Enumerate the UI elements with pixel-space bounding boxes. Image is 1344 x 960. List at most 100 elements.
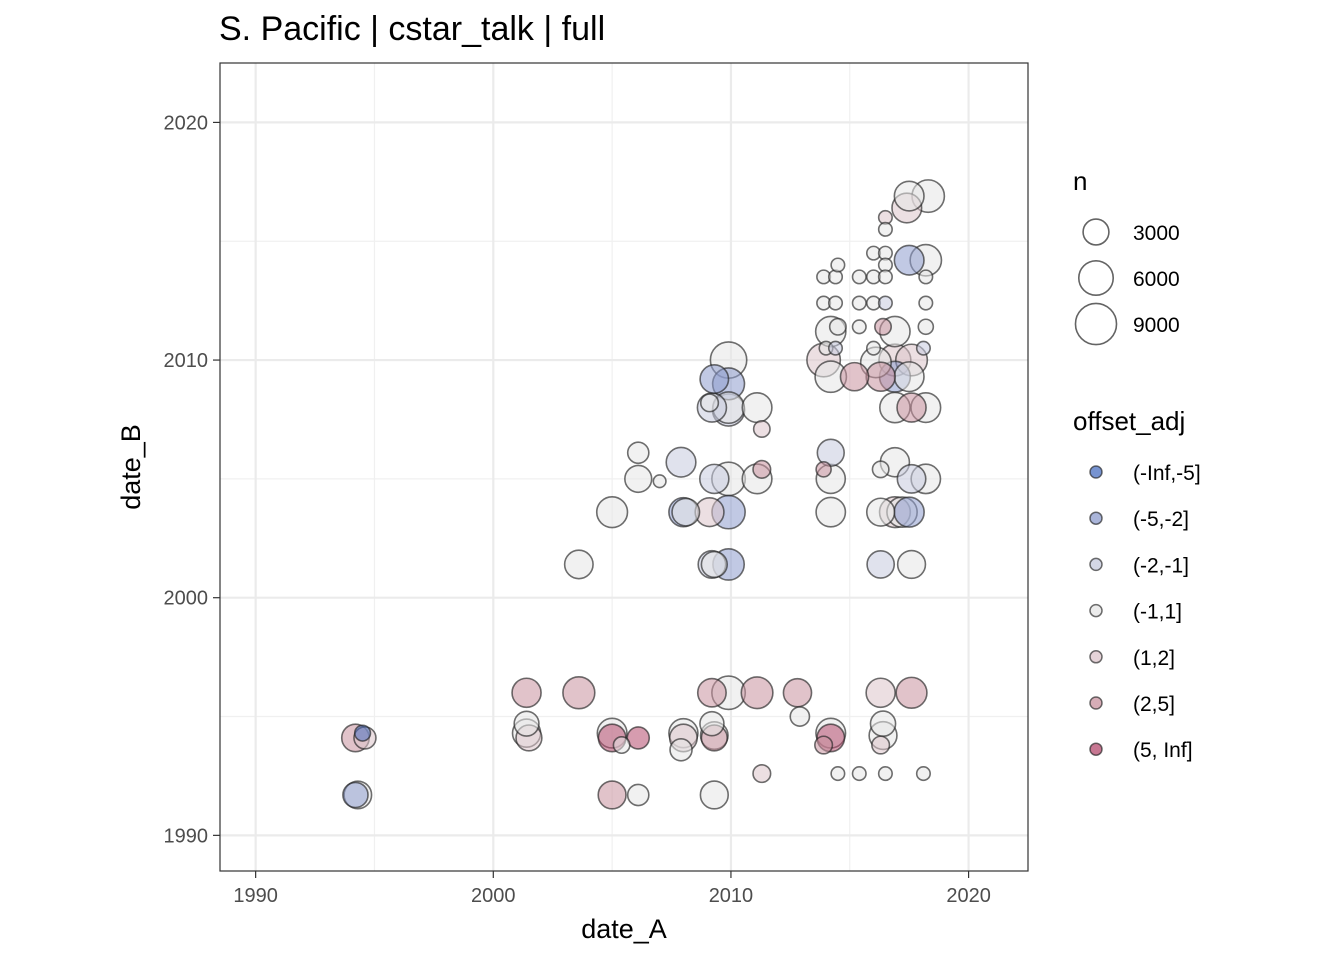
data-point — [877, 269, 893, 285]
data-point — [815, 461, 832, 478]
x-axis: 1990 2000 2010 2020 — [233, 871, 991, 907]
data-point — [789, 706, 811, 727]
data-point — [652, 474, 667, 489]
data-point — [917, 318, 935, 336]
data-point — [511, 677, 542, 709]
data-point — [896, 392, 927, 423]
color-legend-label: (-1,1] — [1133, 601, 1182, 624]
data-point — [815, 496, 847, 528]
data-point — [752, 763, 772, 784]
data-point — [896, 463, 927, 494]
data-point — [874, 317, 893, 336]
color-legend-label: (-2,-1] — [1133, 554, 1189, 577]
color-legend-key — [1089, 465, 1103, 479]
data-point — [895, 676, 928, 709]
data-point — [752, 459, 772, 479]
data-point — [915, 340, 931, 356]
data-point — [893, 244, 925, 276]
color-legend-label: (5, Inf] — [1133, 739, 1193, 762]
data-point — [877, 221, 893, 237]
size-legend: n 3000 6000 9000 — [1073, 166, 1180, 346]
data-point — [740, 676, 774, 710]
data-point — [513, 710, 540, 737]
x-axis-title: date_A — [581, 914, 667, 944]
data-point — [669, 738, 693, 762]
data-point — [851, 295, 867, 311]
data-point — [563, 549, 594, 580]
data-point — [896, 549, 927, 580]
data-point — [699, 393, 720, 413]
data-point — [877, 766, 893, 782]
color-legend-key — [1089, 511, 1103, 525]
data-point — [699, 710, 725, 737]
color-legend-title: offset_adj — [1073, 406, 1185, 436]
data-point — [699, 364, 730, 395]
color-legend-key — [1089, 650, 1103, 664]
data-point — [866, 550, 896, 579]
data-point — [851, 319, 867, 335]
data-point — [865, 340, 882, 356]
data-point — [782, 677, 813, 708]
y-tick-label: 2010 — [164, 350, 209, 372]
size-legend-key — [1074, 302, 1118, 346]
color-legend-label: (2,5] — [1133, 693, 1175, 716]
grid — [220, 63, 1028, 871]
size-legend-label: 3000 — [1133, 222, 1180, 245]
data-point — [918, 295, 934, 311]
data-point — [830, 257, 846, 273]
x-tick-label: 2010 — [709, 885, 754, 907]
x-tick-label: 1990 — [233, 885, 278, 907]
data-point — [562, 676, 596, 710]
data-point — [342, 781, 369, 809]
data-point — [828, 317, 847, 336]
chart-title: S. Pacific | cstar_talk | full — [219, 10, 605, 48]
color-legend-label: (1,2] — [1133, 647, 1175, 670]
y-tick-label: 2000 — [164, 588, 209, 610]
data-point — [865, 361, 896, 393]
data-point — [595, 495, 629, 529]
data-point — [665, 446, 697, 478]
data-point — [827, 295, 844, 311]
data-point — [871, 735, 891, 755]
data-point — [671, 497, 701, 527]
size-legend-key — [1077, 259, 1115, 297]
data-point — [851, 766, 867, 782]
data-point — [893, 496, 925, 528]
data-point — [626, 441, 650, 465]
y-tick-label: 1990 — [164, 825, 209, 847]
data-point — [871, 460, 890, 479]
data-point — [830, 766, 846, 782]
data-points — [340, 179, 946, 810]
color-legend-key — [1089, 742, 1103, 756]
data-point — [851, 269, 867, 285]
x-tick-label: 2020 — [946, 885, 991, 907]
data-point — [918, 269, 934, 285]
data-point — [699, 780, 730, 810]
data-point — [865, 677, 896, 709]
data-point — [696, 677, 727, 708]
y-axis-title: date_B — [116, 424, 146, 510]
data-point — [698, 463, 730, 495]
size-legend-label: 6000 — [1133, 268, 1180, 291]
y-axis: 1990 2000 2010 2020 — [164, 112, 220, 847]
data-point — [865, 497, 896, 527]
data-point — [626, 783, 650, 807]
data-point — [869, 710, 897, 738]
size-legend-key — [1082, 218, 1110, 246]
color-legend-label: (-5,-2] — [1133, 508, 1189, 531]
plot-border — [219, 62, 1029, 872]
color-legend-key — [1089, 557, 1103, 572]
data-point — [893, 180, 925, 212]
x-tick-label: 2000 — [471, 885, 516, 907]
data-point — [626, 726, 651, 750]
data-point — [839, 361, 870, 392]
color-legend: offset_adj (-Inf,-5] (-5,-2] (-2,-1] (-1,1]… — [1073, 406, 1201, 762]
data-point — [741, 391, 773, 424]
data-point — [752, 419, 771, 438]
y-tick-label: 2020 — [164, 112, 209, 134]
size-legend-title: n — [1073, 166, 1087, 196]
plot-area — [219, 62, 1029, 872]
color-legend-label: (-Inf,-5] — [1133, 462, 1201, 485]
color-legend-key — [1089, 696, 1103, 710]
data-point — [915, 766, 931, 782]
